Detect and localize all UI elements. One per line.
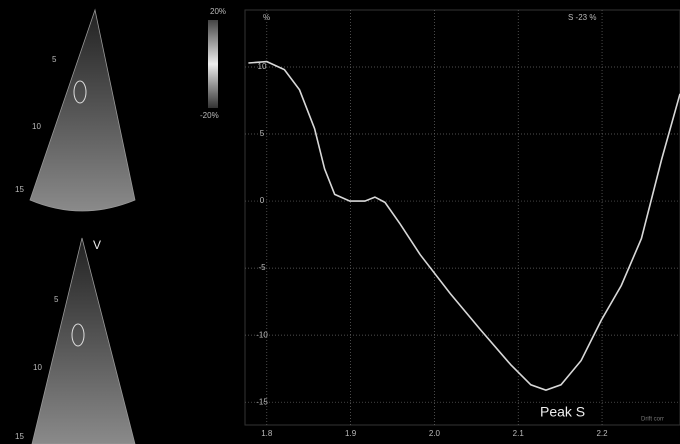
annotation: S -23 % [568,13,596,22]
color-bar [208,20,218,108]
y-tick-label: 10 [258,62,267,71]
y-tick-label: -15 [256,397,268,406]
y-tick-label: -5 [258,263,266,272]
x-tick-label: 2.1 [513,429,525,438]
depth-label: 15 [15,185,24,194]
depth-label: 5 [52,55,57,64]
annotation: Drift corr [641,417,664,423]
y-tick-label: -10 [256,330,268,339]
x-tick-label: 1.9 [345,429,357,438]
annotation: Peak S [540,404,585,420]
depth-label: 5 [54,295,59,304]
x-tick-label: 2.0 [429,429,441,438]
color-bar-min: -20% [200,111,219,120]
depth-label: 10 [32,122,41,131]
y-axis-label: % [263,13,270,22]
color-bar-max: 20% [210,7,226,16]
y-tick-label: 0 [260,196,265,205]
screen: 5 10 15 5 10 15 V 20% -20% % S -23 % Pea… [0,0,680,444]
depth-label: 10 [33,363,42,372]
x-tick-label: 2.2 [596,429,608,438]
depth-label: 15 [15,432,24,441]
y-tick-label: 5 [260,129,265,138]
view-marker: V [93,238,101,252]
x-tick-label: 1.8 [261,429,273,438]
